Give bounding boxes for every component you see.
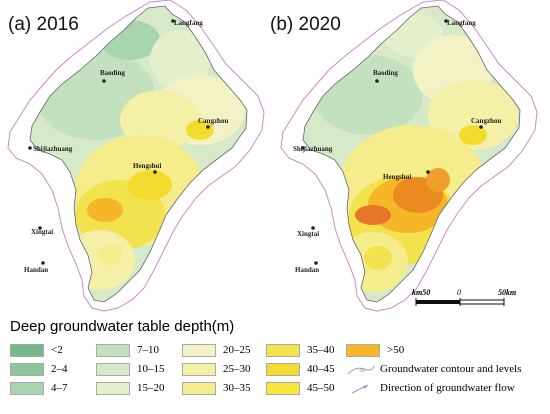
legend-title: Deep groundwater table depth(m) <box>10 318 235 335</box>
legend-label: 4–7 <box>51 382 68 394</box>
legend-swatch <box>96 344 130 357</box>
city-handan: Handan <box>295 266 319 274</box>
legend-contour-label: Groundwater contour and levels <box>380 363 522 375</box>
legend-label: 45–50 <box>307 382 335 394</box>
city-baoding: Baoding <box>100 69 125 77</box>
legend-swatch <box>182 363 216 376</box>
legend-swatch <box>182 382 216 395</box>
city-langfang: Langfang <box>174 19 203 27</box>
legend-label: 35–40 <box>307 344 335 356</box>
contour-line-icon: -10 <box>347 365 375 375</box>
city-handan: Handan <box>24 266 48 274</box>
legend-label: 40–45 <box>307 363 335 375</box>
outer-boundary <box>280 0 538 312</box>
legend-swatch <box>10 363 44 376</box>
legend-swatch <box>10 382 44 395</box>
city-cangzhou: Cangzhou <box>198 117 228 125</box>
legend-label: 30–35 <box>223 382 251 394</box>
city-hengshui: Hengshui <box>133 162 161 170</box>
panel-title-2020: (b) 2020 <box>270 14 341 35</box>
legend-label: 10–15 <box>137 363 165 375</box>
city-hengshui: Hengshui <box>383 173 411 181</box>
legend-label: 7–10 <box>137 344 159 356</box>
legend-label: <2 <box>51 344 63 356</box>
scale-label-right: 50km <box>498 288 516 297</box>
legend-swatch <box>266 363 300 376</box>
legend-label: 2–4 <box>51 363 68 375</box>
legend-swatch <box>266 382 300 395</box>
scale-label-center: 0 <box>457 288 461 297</box>
legend-swatch <box>266 344 300 357</box>
legend-swatch <box>10 344 44 357</box>
map-2016: Langfang Baoding Cangzhou Shijiazhuang H… <box>7 0 265 312</box>
legend-label: >50 <box>387 344 405 356</box>
city-xingtai: Xingtai <box>31 228 53 236</box>
city-shijiazhuang: Shijiazhuang <box>33 145 73 153</box>
legend-swatch <box>346 344 380 357</box>
legend-flow-label: Direction of groundwater flow <box>380 382 515 394</box>
svg-text:-10: -10 <box>358 369 365 374</box>
legend-swatch <box>96 363 130 376</box>
city-xingtai: Xingtai <box>297 230 319 238</box>
scale-bar: km50 0 50km <box>412 285 542 315</box>
map-2020: Langfang Baoding Cangzhou Shijiazhuang H… <box>280 0 538 312</box>
city-langfang: Langfang <box>447 19 476 27</box>
outer-boundary <box>7 0 265 312</box>
legend-label: 25–30 <box>223 363 251 375</box>
city-baoding: Baoding <box>373 69 398 77</box>
scale-label-left: km50 <box>412 288 430 297</box>
legend-label: 20–25 <box>223 344 251 356</box>
city-shijiazhuang: Shijiazhuang <box>293 145 333 153</box>
flow-arrow-icon <box>351 384 369 394</box>
legend-swatch <box>96 382 130 395</box>
city-cangzhou: Cangzhou <box>471 117 501 125</box>
legend-swatch <box>182 344 216 357</box>
panel-title-2016: (a) 2016 <box>8 14 79 35</box>
legend-label: 15–20 <box>137 382 165 394</box>
